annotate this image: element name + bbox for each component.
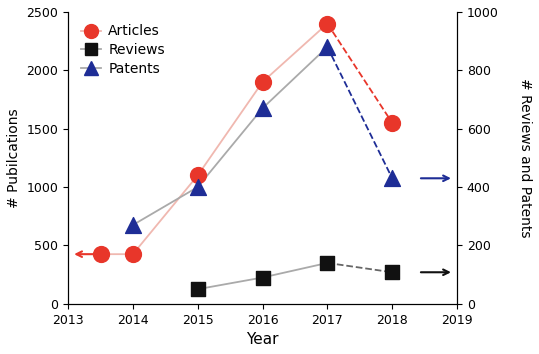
Y-axis label: # Pubilcations: # Pubilcations	[7, 108, 21, 208]
Point	[194, 172, 202, 178]
Point	[323, 260, 331, 266]
Point	[388, 120, 397, 126]
Point	[258, 79, 267, 85]
Point	[388, 176, 397, 181]
Point	[129, 222, 137, 228]
Point	[194, 184, 202, 190]
Y-axis label: # Reviews and Patents: # Reviews and Patents	[518, 78, 532, 238]
Point	[388, 269, 397, 275]
Point	[258, 105, 267, 111]
Point	[323, 44, 331, 50]
Point	[96, 251, 105, 257]
Point	[323, 21, 331, 27]
Point	[258, 275, 267, 280]
Point	[194, 286, 202, 292]
X-axis label: Year: Year	[246, 332, 279, 347]
Point	[129, 251, 137, 257]
Legend: Articles, Reviews, Patents: Articles, Reviews, Patents	[75, 19, 170, 82]
